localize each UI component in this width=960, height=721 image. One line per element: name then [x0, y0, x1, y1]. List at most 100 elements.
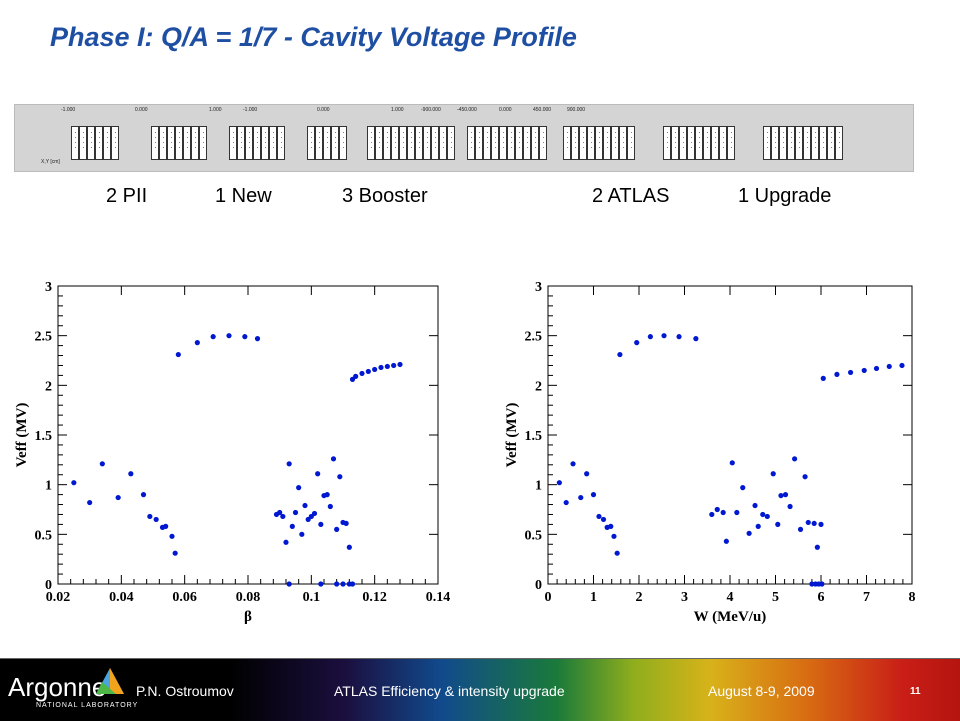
- cavity: [779, 126, 787, 160]
- cavity: [595, 126, 603, 160]
- cavity: [719, 126, 727, 160]
- data-point: [596, 513, 602, 520]
- data-point: [324, 492, 330, 498]
- cavity: [339, 126, 347, 160]
- y-axis-title: Veff (MV): [14, 403, 30, 468]
- data-point: [611, 533, 617, 539]
- data-point: [740, 485, 746, 491]
- y-tick-label: 1: [535, 479, 542, 494]
- data-point: [286, 581, 292, 587]
- y-tick-label: 0.5: [35, 528, 53, 543]
- data-point: [128, 471, 134, 477]
- x-tick-label: 0.04: [109, 590, 134, 605]
- argonne-logo: Argonne: [8, 672, 107, 702]
- data-point: [346, 544, 352, 550]
- data-point: [760, 511, 766, 518]
- strip-tick-label: -450.000: [457, 107, 477, 113]
- y-tick-label: 2: [45, 379, 52, 394]
- data-point: [226, 333, 232, 339]
- data-point: [334, 526, 340, 532]
- x-axis-title: β: [244, 609, 252, 625]
- cavity: [703, 126, 711, 160]
- data-point: [372, 366, 378, 373]
- cavity: [103, 126, 111, 160]
- cavity: [563, 126, 571, 160]
- x-tick-label: 7: [863, 590, 870, 605]
- y-tick-label: 0.5: [525, 528, 543, 543]
- data-point: [805, 519, 811, 526]
- data-point: [277, 509, 283, 516]
- strip-tick-label: 1.000: [391, 107, 404, 113]
- data-point: [770, 471, 776, 477]
- cavity: [523, 126, 531, 160]
- data-point: [311, 510, 318, 517]
- x-tick-label: 3: [681, 590, 688, 605]
- data-point: [391, 362, 397, 369]
- data-point: [99, 461, 105, 467]
- energy-voltage-chart: 0 1 2 3 4 5 6 7 8 0 0.5 1 1.5 2 2.5 3 W (MeV/u) Veff (MV): [504, 280, 916, 625]
- argonne-logo-subtext: NATIONAL LABORATORY: [36, 702, 139, 709]
- cavity: [803, 126, 811, 160]
- cavity: [499, 126, 507, 160]
- data-point: [590, 492, 597, 498]
- data-point: [792, 456, 798, 462]
- data-point: [886, 363, 892, 370]
- data-point: [210, 334, 216, 340]
- x-tick-label: 0.06: [172, 590, 197, 605]
- data-point: [847, 369, 854, 376]
- cavity-group: [563, 126, 635, 160]
- y-tick-label: 0: [45, 578, 52, 593]
- data-point: [834, 371, 840, 378]
- data-point: [289, 523, 295, 529]
- cavity: [151, 126, 159, 160]
- cavity: [375, 126, 383, 160]
- cavity-layout-strip: -1.000 0.000 1.000 -1.000 0.000 1.000 -9…: [14, 104, 914, 172]
- cavity: [111, 126, 119, 160]
- data-point: [614, 550, 620, 556]
- x-tick-label: 0.1: [303, 590, 321, 605]
- data-point: [292, 509, 299, 516]
- x-axis-title: W (MeV/u): [694, 609, 767, 625]
- cavity: [819, 126, 827, 160]
- data-point: [617, 351, 623, 358]
- cavity: [679, 126, 687, 160]
- data-point: [814, 544, 820, 550]
- data-point: [764, 513, 770, 520]
- slide-title: Phase I: Q/A = 1/7 - Cavity Voltage Prof…: [50, 22, 577, 52]
- data-point: [820, 375, 826, 381]
- y-tick-label: 2: [535, 379, 542, 394]
- strip-tick-label: -1.000: [243, 107, 258, 113]
- data-point: [746, 530, 752, 536]
- data-point: [280, 513, 286, 520]
- data-point: [147, 513, 153, 520]
- data-point: [175, 351, 181, 358]
- cavity: [515, 126, 523, 160]
- cavity-group: [307, 126, 347, 160]
- x-tick-label: 2: [636, 590, 643, 605]
- cavity: [199, 126, 207, 160]
- data-point: [169, 533, 175, 539]
- data-point: [315, 471, 321, 477]
- data-point: [723, 538, 729, 544]
- cavity: [71, 126, 79, 160]
- x-tick-label: 8: [909, 590, 916, 605]
- cavity: [423, 126, 431, 160]
- data-point: [283, 539, 289, 545]
- data-point: [71, 480, 77, 486]
- data-point: [337, 474, 343, 480]
- cavity: [367, 126, 375, 160]
- cavity-group: [367, 126, 455, 160]
- cavity: [159, 126, 167, 160]
- cavity: [603, 126, 611, 160]
- strip-tick-label: -1.000: [61, 107, 76, 113]
- data-point: [353, 373, 359, 379]
- data-point: [714, 506, 720, 513]
- strip-tick-label: 0.000: [499, 107, 512, 113]
- cavity: [269, 126, 277, 160]
- plot-frame: [57, 285, 439, 585]
- data-point: [384, 363, 390, 370]
- y-tick-label: 0: [535, 578, 542, 593]
- data-point: [327, 503, 333, 510]
- data-point: [634, 340, 640, 346]
- data-point: [899, 362, 905, 369]
